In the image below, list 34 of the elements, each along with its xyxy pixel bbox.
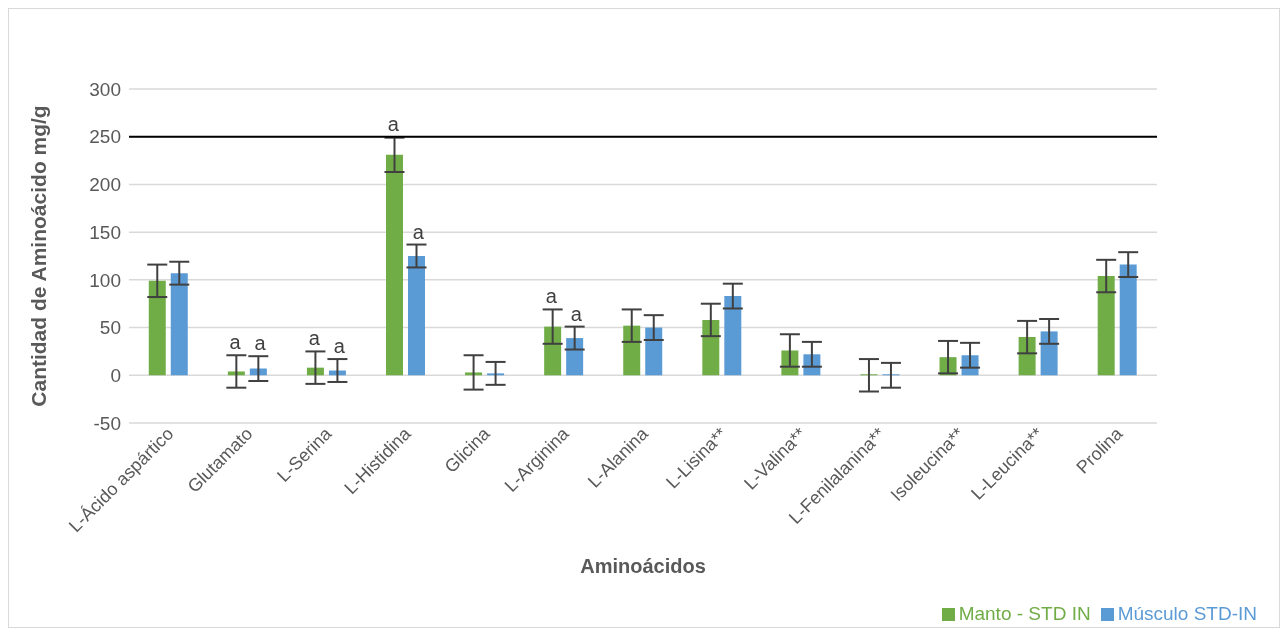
bar bbox=[702, 319, 720, 376]
annotation: a bbox=[545, 285, 558, 308]
y-axis-title: Cantidad de Aminoácido mg/g bbox=[27, 105, 51, 407]
y-tick-label: 100 bbox=[89, 269, 121, 291]
bar bbox=[544, 326, 562, 376]
y-tick-label: 50 bbox=[99, 317, 121, 339]
y-tick-label: 0 bbox=[110, 365, 121, 387]
y-tick-label: 150 bbox=[89, 221, 121, 243]
annotation: a bbox=[570, 302, 583, 325]
bar bbox=[1097, 276, 1115, 376]
bar bbox=[724, 296, 742, 376]
bar bbox=[1040, 331, 1058, 376]
bar bbox=[408, 256, 425, 376]
annotation: a bbox=[387, 112, 400, 135]
annotation: a bbox=[412, 220, 425, 243]
annotation: a bbox=[308, 327, 321, 350]
annotation: a bbox=[229, 331, 242, 354]
annotation: a bbox=[254, 332, 267, 355]
bar bbox=[170, 273, 188, 376]
y-tick-label: 250 bbox=[89, 126, 121, 148]
y-tick-label: 200 bbox=[89, 174, 121, 196]
bar bbox=[566, 338, 584, 376]
y-tick-label: -50 bbox=[93, 412, 121, 434]
bar bbox=[645, 327, 663, 376]
bar bbox=[148, 280, 166, 376]
bar bbox=[1018, 337, 1036, 376]
y-tick-label: 300 bbox=[89, 78, 121, 100]
annotation: a bbox=[333, 335, 346, 358]
bar bbox=[1119, 264, 1137, 376]
bar bbox=[386, 154, 403, 376]
legend-label: Manto - STD IN bbox=[958, 603, 1091, 624]
legend-label: Músculo STD-IN bbox=[1117, 603, 1257, 624]
bar bbox=[623, 325, 641, 376]
x-axis-title: Aminoácidos bbox=[580, 555, 706, 577]
